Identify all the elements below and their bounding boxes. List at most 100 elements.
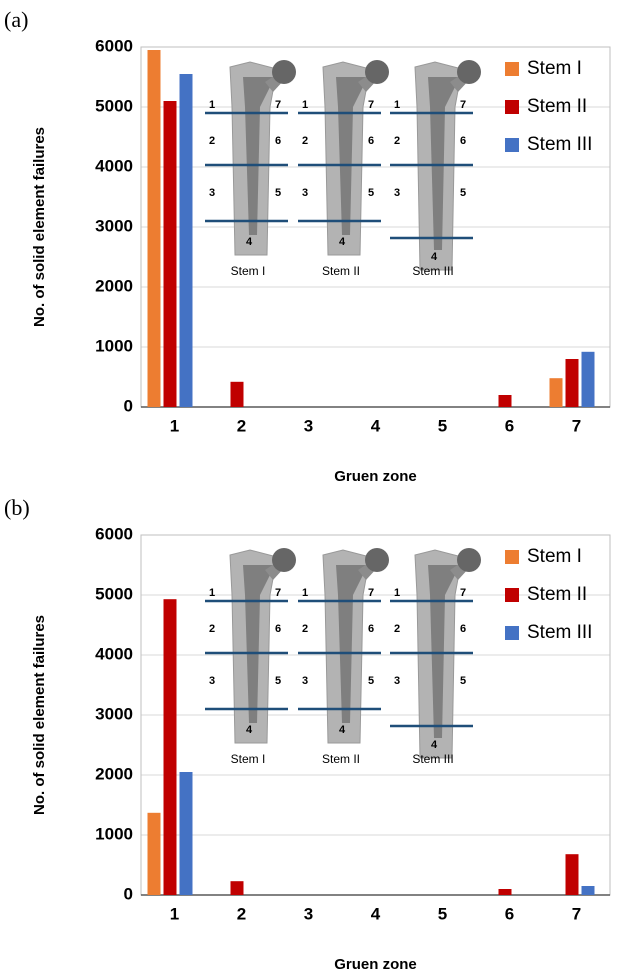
stem-label: Stem I (231, 264, 266, 278)
zone-number: 2 (209, 135, 215, 147)
legend-label: Stem I (527, 58, 582, 79)
zone-number: 7 (460, 587, 466, 599)
zone-number: 7 (368, 99, 374, 111)
zone-number: 1 (302, 99, 308, 111)
zone-number: 4 (431, 251, 438, 263)
panel-label: (b) (4, 495, 30, 520)
legend-swatch (505, 100, 519, 114)
bar (230, 381, 244, 407)
legend-label: Stem II (527, 584, 587, 605)
zone-number: 7 (275, 99, 281, 111)
stem-implant (243, 565, 275, 723)
x-tick-label: 6 (505, 904, 514, 923)
zone-number: 6 (460, 135, 466, 147)
bar (565, 359, 579, 407)
zone-number: 2 (394, 135, 400, 147)
zone-number: 5 (368, 187, 374, 199)
zone-number: 5 (368, 675, 374, 687)
y-tick-label: 1000 (95, 336, 133, 355)
legend-swatch (505, 62, 519, 76)
legend-swatch (505, 138, 519, 152)
stem-label: Stem II (322, 752, 360, 766)
stem-implant (336, 77, 368, 235)
bar (163, 101, 177, 407)
y-tick-label: 4000 (95, 644, 133, 663)
zone-number: 2 (209, 623, 215, 635)
y-tick-label: 4000 (95, 156, 133, 175)
zone-number: 4 (339, 236, 346, 248)
zone-number: 5 (275, 675, 281, 687)
zone-number: 7 (460, 99, 466, 111)
zone-number: 7 (368, 587, 374, 599)
y-tick-label: 3000 (95, 704, 133, 723)
zone-number: 5 (460, 675, 466, 687)
femoral-head (365, 60, 389, 84)
y-tick-label: 3000 (95, 216, 133, 235)
x-tick-label: 5 (438, 904, 447, 923)
zone-number: 3 (394, 187, 400, 199)
stem-label: Stem III (412, 264, 453, 278)
zone-number: 5 (275, 187, 281, 199)
legend-label: Stem III (527, 622, 592, 643)
x-tick-label: 7 (572, 904, 581, 923)
bar (147, 50, 161, 407)
zone-number: 1 (209, 99, 215, 111)
zone-number: 6 (460, 623, 466, 635)
y-tick-label: 6000 (95, 36, 133, 55)
stem-implant (428, 77, 460, 250)
zone-number: 3 (302, 675, 308, 687)
x-tick-label: 1 (170, 416, 179, 435)
zone-number: 1 (209, 587, 215, 599)
zone-number: 6 (275, 135, 281, 147)
y-tick-label: 2000 (95, 764, 133, 783)
legend-swatch (505, 588, 519, 602)
zone-number: 1 (394, 99, 400, 111)
zone-number: 6 (368, 135, 374, 147)
zone-number: 3 (394, 675, 400, 687)
y-axis-label: No. of solid element failures (31, 127, 48, 327)
x-tick-label: 3 (304, 416, 313, 435)
femoral-head (365, 548, 389, 572)
zone-number: 1 (394, 587, 400, 599)
bar (498, 395, 512, 407)
x-axis-label: Gruen zone (334, 468, 417, 485)
x-tick-label: 7 (572, 416, 581, 435)
zone-number: 1 (302, 587, 308, 599)
zone-number: 2 (302, 135, 308, 147)
x-tick-label: 4 (371, 904, 381, 923)
x-axis-label: Gruen zone (334, 956, 417, 972)
y-tick-label: 5000 (95, 584, 133, 603)
femoral-head (272, 60, 296, 84)
stem-implant (428, 565, 460, 738)
femoral-head (272, 548, 296, 572)
y-tick-label: 5000 (95, 96, 133, 115)
bar (230, 881, 244, 895)
x-tick-label: 5 (438, 416, 447, 435)
legend-swatch (505, 626, 519, 640)
zone-number: 5 (460, 187, 466, 199)
femoral-head (457, 548, 481, 572)
stem-label: Stem II (322, 264, 360, 278)
y-axis-label: No. of solid element failures (31, 615, 48, 815)
y-tick-label: 6000 (95, 524, 133, 543)
zone-number: 6 (275, 623, 281, 635)
zone-number: 4 (339, 724, 346, 736)
x-tick-label: 6 (505, 416, 514, 435)
stem-label: Stem III (412, 752, 453, 766)
zone-number: 3 (209, 187, 215, 199)
bar (498, 889, 512, 895)
bar (581, 886, 595, 895)
legend-label: Stem III (527, 134, 592, 155)
legend-swatch (505, 550, 519, 564)
zone-number: 3 (209, 675, 215, 687)
y-tick-label: 0 (124, 884, 133, 903)
y-tick-label: 0 (124, 396, 133, 415)
x-tick-label: 1 (170, 904, 179, 923)
zone-number: 4 (431, 739, 438, 751)
x-tick-label: 4 (371, 416, 381, 435)
x-tick-label: 3 (304, 904, 313, 923)
zone-number: 2 (394, 623, 400, 635)
zone-number: 7 (275, 587, 281, 599)
zone-number: 4 (246, 724, 253, 736)
